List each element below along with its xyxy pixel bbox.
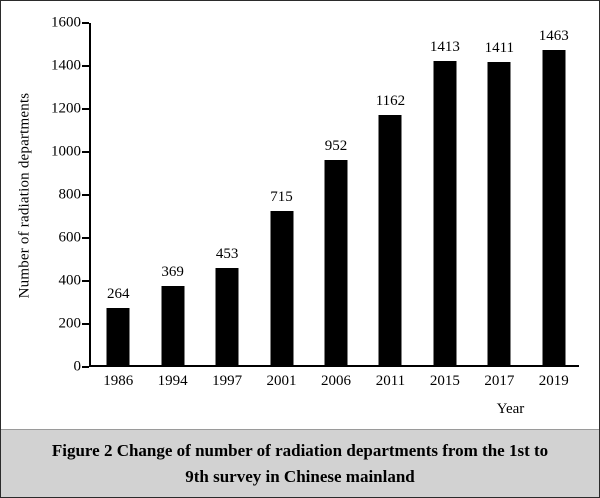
y-tick-label: 1200: [51, 100, 81, 117]
bar-column: 1162 2011: [363, 21, 417, 389]
y-tick-mark: [82, 366, 89, 368]
plot-area: Year 0 200 400 600 800 1000 1200 1400 1600 264 198…: [51, 15, 581, 417]
y-tick-label: 1400: [51, 57, 81, 74]
x-tick-label: 2006: [320, 373, 351, 389]
bar: [487, 61, 511, 365]
figure-caption-band: Figure 2 Change of number of radiation d…: [1, 429, 599, 497]
bar-value-label: 952: [324, 138, 348, 155]
bar-column: 952 2006: [309, 21, 363, 389]
y-tick-mark: [82, 237, 89, 239]
bar-value-label: 715: [270, 189, 293, 206]
y-tick-label: 1000: [51, 143, 81, 160]
bar: [433, 61, 457, 365]
y-tick-label: 400: [58, 272, 82, 289]
bar-value-label: 1413: [429, 39, 460, 56]
x-tick-label: 2011: [375, 373, 406, 389]
bar: [161, 285, 185, 365]
bar-column: 1463 2019: [527, 21, 581, 389]
bar: [378, 115, 402, 365]
bar: [324, 160, 348, 365]
bar: [542, 50, 566, 365]
x-tick-label: 1994: [157, 373, 188, 389]
bar: [270, 211, 294, 365]
figure-caption: Figure 2 Change of number of radiation d…: [51, 441, 549, 486]
x-tick-label: 1997: [212, 373, 243, 389]
y-tick-label: 600: [58, 229, 82, 246]
y-tick-mark: [82, 151, 89, 153]
bar-value-label: 1411: [484, 39, 515, 56]
y-tick-label: 1600: [51, 14, 81, 31]
x-axis-title: Year: [496, 401, 525, 417]
bar-value-label: 264: [106, 286, 130, 303]
x-tick-label: 2015: [429, 373, 460, 389]
y-tick-label: 200: [58, 315, 82, 332]
bar-value-label: 1162: [375, 93, 406, 110]
bar-column: 1411 2017: [472, 21, 526, 389]
bar-column: 1413 2015: [418, 21, 472, 389]
bar-column: 369 1994: [145, 21, 199, 389]
x-tick-label: 1986: [103, 373, 134, 389]
y-tick-mark: [82, 280, 89, 282]
y-tick-mark: [82, 323, 89, 325]
y-tick-label: 800: [58, 186, 82, 203]
x-tick-label: 2001: [266, 373, 297, 389]
bar-value-label: 369: [161, 263, 184, 280]
bar-column: 453 1997: [200, 21, 254, 389]
bar-value-label: 1463: [538, 28, 569, 45]
bar-column: 715 2001: [254, 21, 308, 389]
bar-chart: Number of radiation departments Year 0 20…: [1, 1, 599, 429]
bar-value-label: 453: [215, 245, 239, 262]
x-tick-label: 2017: [484, 373, 515, 389]
y-tick-mark: [82, 194, 89, 196]
y-tick-mark: [82, 65, 89, 67]
y-tick-label: 0: [73, 358, 82, 375]
y-tick-mark: [82, 108, 89, 110]
bar: [106, 308, 130, 365]
bar: [215, 267, 239, 365]
bar-column: 264 1986: [91, 21, 145, 389]
y-tick-mark: [82, 22, 89, 24]
x-tick-label: 2019: [538, 373, 569, 389]
